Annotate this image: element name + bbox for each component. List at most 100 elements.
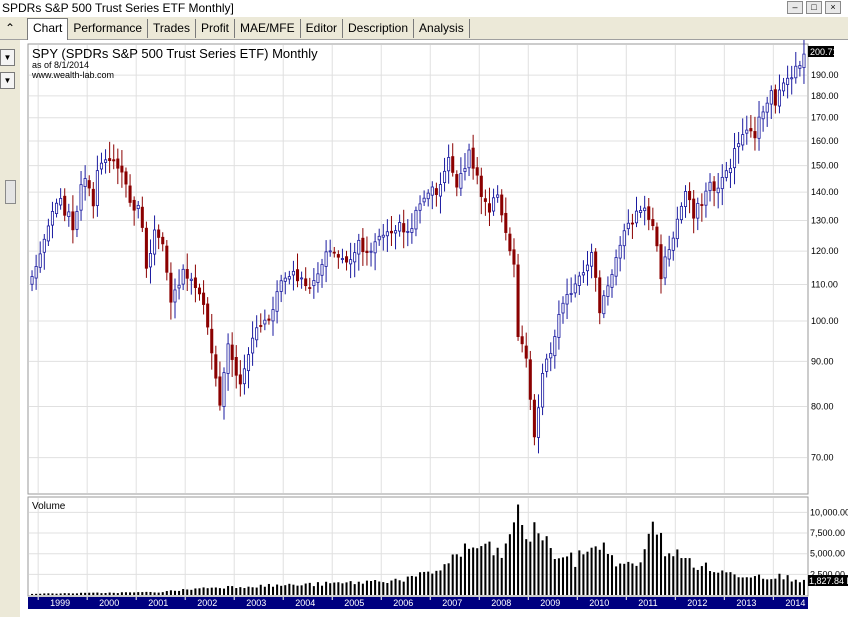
price-chart: 70.00 80.00 90.00 100.00 110.00 120.00 130.00 1… bbox=[20, 40, 848, 617]
price-candle bbox=[590, 243, 594, 279]
volume-bar bbox=[753, 576, 756, 595]
volume-bar bbox=[659, 532, 663, 595]
price-candle bbox=[741, 118, 745, 151]
price-candle bbox=[136, 201, 140, 219]
last-volume-label: 1,827.84 M bbox=[809, 576, 848, 586]
tab-analysis[interactable]: Analysis bbox=[414, 19, 470, 38]
tab-trades[interactable]: Trades bbox=[148, 19, 196, 38]
dropdown-arrow-icon[interactable]: ▼ bbox=[0, 72, 15, 89]
volume-bar bbox=[500, 557, 503, 595]
close-icon[interactable]: × bbox=[825, 1, 841, 14]
price-candle bbox=[365, 236, 369, 266]
price-candle bbox=[389, 216, 393, 247]
volume-bar bbox=[778, 573, 781, 595]
volume-bar bbox=[182, 589, 185, 595]
price-candle bbox=[434, 182, 438, 207]
price-candle bbox=[373, 233, 377, 271]
volume-bar bbox=[582, 554, 585, 595]
price-candle bbox=[148, 239, 153, 284]
tab-description[interactable]: Description bbox=[343, 19, 415, 38]
volume-bar bbox=[672, 556, 675, 595]
volume-bar bbox=[116, 593, 119, 595]
price-candle bbox=[724, 161, 728, 182]
price-candle bbox=[377, 228, 381, 246]
volume-bar bbox=[341, 583, 344, 595]
price-candle bbox=[38, 241, 42, 273]
price-candle bbox=[193, 264, 197, 303]
price-candle bbox=[451, 143, 455, 177]
volume-bar bbox=[112, 592, 115, 595]
volume-bar bbox=[745, 577, 748, 595]
price-candle bbox=[132, 196, 136, 226]
minimize-icon[interactable]: – bbox=[787, 1, 803, 14]
price-candle bbox=[602, 290, 606, 319]
tab-profit[interactable]: Profit bbox=[196, 19, 235, 38]
price-candle bbox=[492, 188, 496, 216]
price-candle bbox=[455, 170, 459, 197]
price-tick-label: 80.00 bbox=[811, 402, 834, 412]
volume-bar bbox=[525, 539, 528, 595]
price-candle bbox=[308, 277, 312, 294]
price-candle bbox=[438, 172, 442, 214]
price-candle bbox=[733, 132, 737, 185]
price-candle bbox=[675, 206, 679, 248]
price-candle bbox=[267, 314, 271, 325]
volume-bar bbox=[786, 575, 789, 595]
volume-bar bbox=[647, 533, 650, 595]
price-candle bbox=[398, 214, 402, 237]
volume-bar bbox=[263, 586, 266, 595]
volume-bar bbox=[92, 592, 95, 595]
price-candle bbox=[773, 84, 777, 114]
price-candle bbox=[242, 354, 246, 395]
volume-bar bbox=[419, 572, 422, 595]
price-candle bbox=[300, 271, 304, 289]
date-axis-band bbox=[28, 597, 808, 609]
volume-bar bbox=[178, 590, 181, 595]
volume-bar bbox=[243, 588, 246, 595]
price-candle bbox=[67, 203, 71, 227]
volume-tick-label: 5,000.00 M bbox=[810, 549, 848, 559]
tab-performance[interactable]: Performance bbox=[68, 19, 149, 38]
scrollbar-thumb[interactable] bbox=[5, 180, 16, 204]
restore-icon[interactable]: □ bbox=[806, 1, 822, 14]
price-tick-label: 160.00 bbox=[811, 136, 839, 146]
price-candle bbox=[777, 74, 781, 114]
volume-bar bbox=[623, 563, 626, 595]
volume-bar bbox=[631, 563, 634, 595]
volume-bar bbox=[533, 522, 536, 595]
volume-bar bbox=[345, 582, 348, 595]
volume-tick-label: 7,500.00 M bbox=[810, 528, 848, 538]
volume-bar bbox=[504, 543, 507, 595]
volume-bar bbox=[794, 579, 797, 595]
volume-bar bbox=[643, 549, 646, 595]
tab-chart[interactable]: Chart bbox=[27, 18, 69, 40]
price-candle bbox=[553, 329, 557, 369]
collapse-up-icon[interactable]: ⌃ bbox=[4, 21, 16, 35]
year-tick-label: 2011 bbox=[638, 598, 657, 608]
volume-bar bbox=[414, 576, 417, 595]
price-candle bbox=[704, 182, 708, 218]
price-candle bbox=[140, 196, 144, 233]
price-candle bbox=[291, 260, 295, 291]
dropdown-arrow-icon[interactable]: ▼ bbox=[0, 49, 15, 66]
volume-bar bbox=[63, 593, 66, 595]
price-candle bbox=[622, 223, 626, 260]
volume-bar bbox=[361, 583, 364, 595]
volume-bar bbox=[733, 574, 736, 595]
volume-bar bbox=[508, 534, 511, 595]
volume-bar bbox=[251, 587, 254, 595]
tab-editor[interactable]: Editor bbox=[301, 19, 343, 38]
window-title: SPDRs S&P 500 Trust Series ETF Monthly] bbox=[2, 1, 234, 15]
volume-bar bbox=[386, 583, 389, 595]
price-candle bbox=[708, 173, 712, 202]
price-candle bbox=[651, 207, 655, 231]
price-candle bbox=[255, 315, 259, 348]
price-candle bbox=[185, 253, 189, 291]
price-candle bbox=[30, 270, 34, 292]
tab-mae-mfe[interactable]: MAE/MFE bbox=[235, 19, 301, 38]
volume-bar bbox=[71, 593, 74, 595]
volume-bar bbox=[312, 586, 315, 595]
price-candle bbox=[467, 143, 471, 177]
volume-bar bbox=[459, 556, 462, 595]
volume-bar bbox=[247, 586, 250, 595]
